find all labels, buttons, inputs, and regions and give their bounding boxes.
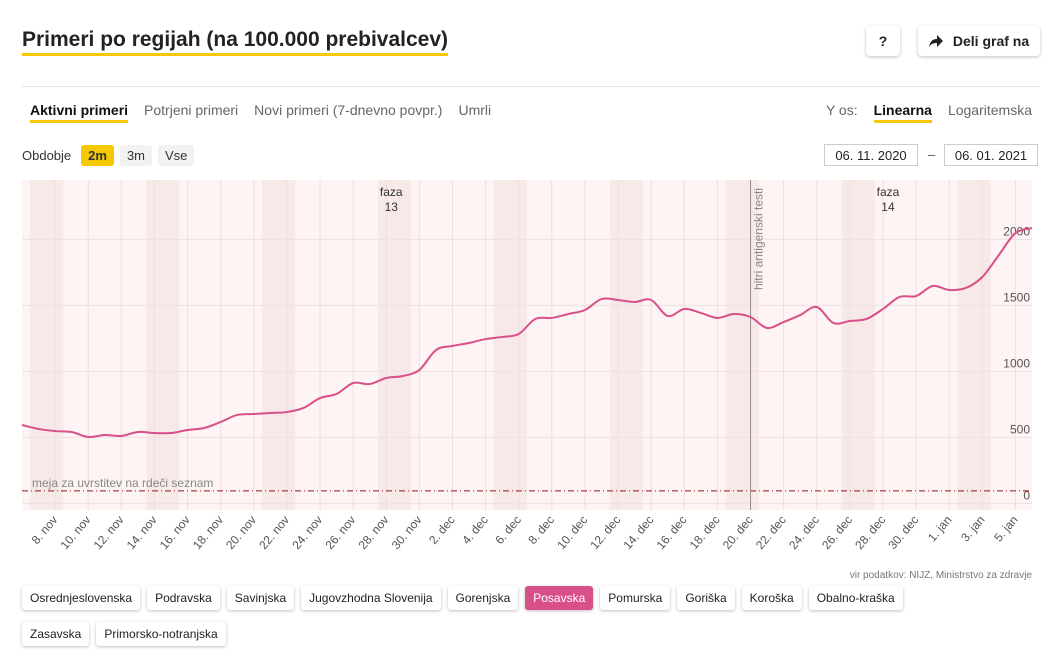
x-tick-label: 18. nov [190, 513, 226, 552]
period-option[interactable]: 2m [81, 145, 114, 166]
divider [22, 86, 1040, 87]
x-tick-label: 12. nov [91, 513, 127, 552]
x-tick-label: 26. dec [819, 513, 855, 552]
region-button[interactable]: Gorenjska [447, 586, 519, 610]
weekend-band [377, 180, 412, 510]
title: Primeri po regijah (na 100.000 prebivalc… [22, 28, 449, 56]
x-tick-label: 16. dec [654, 513, 690, 552]
x-tick-label: 24. nov [289, 513, 325, 552]
phase-label: faza [380, 185, 403, 199]
x-tick-label: 8. dec [525, 513, 557, 547]
line [21, 227, 1033, 439]
region-button[interactable]: Zasavska [22, 622, 90, 646]
region-button[interactable]: Savinjska [226, 586, 295, 610]
tabs: Aktivni primeri Potrjeni primeri Novi prim… [30, 102, 491, 123]
regions: Osrednjeslovenska Podravska Savinjska Jugov… [22, 586, 962, 646]
y-axis-toggle: Y os: Linearna Logaritemska [826, 102, 1032, 123]
weekend-band [725, 180, 759, 510]
x-tick-label: 4. dec [459, 513, 491, 547]
region-button[interactable]: Primorsko-notranjska [96, 622, 226, 646]
region-button[interactable]: Pomurska [600, 586, 671, 610]
region-button[interactable]: Osrednjeslovenska [22, 586, 141, 610]
x-tick-label: 8. nov [29, 513, 61, 547]
x-tick-label: 28. dec [852, 513, 888, 552]
tab[interactable]: Potrjeni primeri [144, 102, 239, 118]
period: Obdobje 2m 3m Vse [22, 145, 195, 166]
x-tick-label: 30. dec [885, 513, 921, 552]
x-tick-label: 30. nov [389, 513, 425, 552]
x-tick-label: 22. dec [753, 513, 789, 552]
x-tick-label: 22. nov [256, 513, 292, 552]
source: vir podatkov: NIJZ, Ministrstvo za zdrav… [849, 570, 1032, 581]
x-tick-label: 2. dec [426, 513, 458, 547]
region-button[interactable]: Goriška [677, 586, 735, 610]
x-tick-label: 5. jan [991, 513, 1021, 544]
region-button[interactable]: Posavska [525, 586, 594, 610]
tab[interactable]: Aktivni primeri [30, 102, 129, 123]
y-tick-label: 500 [1010, 422, 1030, 436]
date-to[interactable]: 06. 01. 2021 [944, 144, 1038, 166]
weekend-band [841, 180, 875, 510]
x-tick-label: 10. dec [554, 513, 590, 552]
x-tick-label: 3. jan [958, 513, 988, 544]
x-tick-label: 12. dec [587, 513, 623, 552]
phase-label: faza [877, 185, 900, 199]
y-axis-option[interactable]: Logaritemska [947, 102, 1032, 118]
weekend-band [957, 180, 991, 510]
y-tick-label: 1500 [1003, 290, 1030, 304]
date-from[interactable]: 06. 11. 2020 [824, 144, 918, 166]
x-tick-label: 20. nov [223, 513, 259, 552]
x-tick-label: 14. dec [620, 513, 656, 552]
share-icon [928, 35, 943, 47]
threshold-label: meja za uvrstitev na rdeči seznam [32, 476, 213, 490]
x-tick-label: 6. dec [492, 513, 524, 547]
help-button[interactable]: ? [866, 26, 900, 56]
weekend-band [30, 180, 64, 510]
phase-number: 13 [385, 200, 399, 214]
region-button[interactable]: Jugovzhodna Slovenija [301, 586, 441, 610]
event-label: hitri antigenski testi [752, 188, 766, 290]
x-tick-label: 18. dec [687, 513, 723, 552]
x-tick-label: 16. nov [157, 513, 193, 552]
x-tick-label: 1. jan [925, 513, 955, 544]
tab[interactable]: Novi primeri (7-dnevno povpr.) [254, 102, 443, 118]
x-tick-label: 24. dec [786, 513, 822, 552]
x-tick-label: 26. nov [322, 513, 358, 552]
weekend-band [146, 180, 180, 510]
x-tick-label: 10. nov [57, 513, 93, 552]
phase-number: 14 [881, 200, 895, 214]
y-tick-label: 1000 [1003, 356, 1030, 370]
x-tick-label: 14. nov [124, 513, 160, 552]
x-tick-label: 20. dec [720, 513, 756, 552]
y-tick-label: 0 [1023, 488, 1030, 502]
weekend-band [262, 180, 296, 510]
y-axis-option[interactable]: Linearna [873, 102, 932, 123]
x-tick-label: 28. nov [356, 513, 392, 552]
weekend-band [609, 180, 643, 510]
period-label: Obdobje [22, 148, 72, 163]
period-option[interactable]: 3m [119, 145, 153, 166]
region-button[interactable]: Podravska [147, 586, 220, 610]
region-button[interactable]: Obalno-kraška [808, 586, 903, 610]
period-option[interactable]: Vse [158, 145, 195, 166]
region-button[interactable]: Koroška [741, 586, 802, 610]
share-button[interactable]: Deli graf na [918, 26, 1040, 56]
weekend-band [493, 180, 527, 510]
date-separator: – [928, 147, 936, 162]
share-label: Deli graf na [952, 33, 1030, 49]
tab[interactable]: Umrli [458, 102, 492, 118]
y-axis-label: Y os: [825, 102, 858, 118]
